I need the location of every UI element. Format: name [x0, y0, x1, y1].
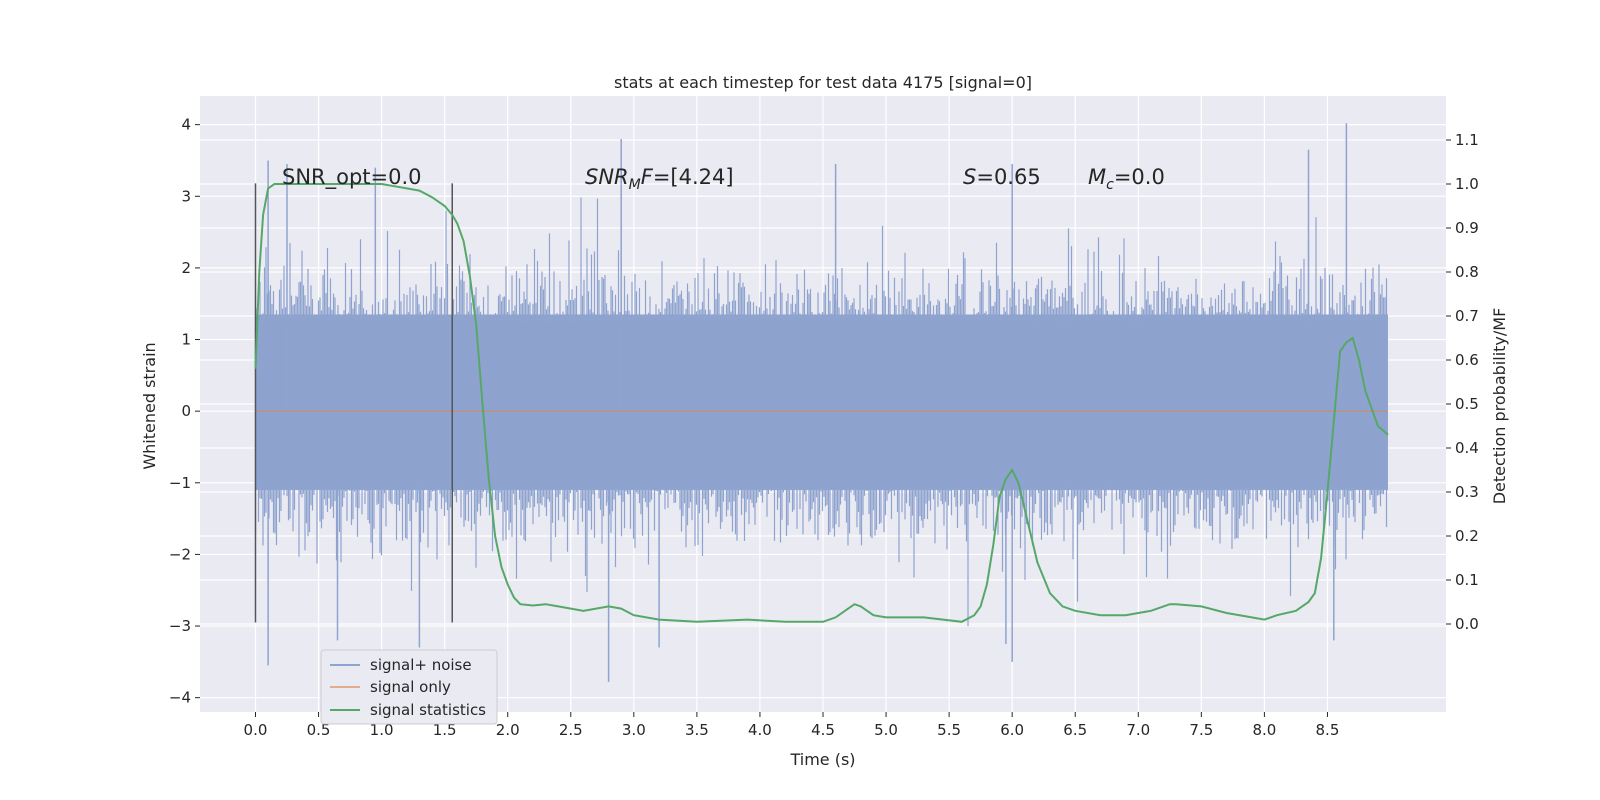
y-axis-left-label: Whitened strain: [140, 342, 159, 469]
annotation-snr-mf-sub: M: [629, 177, 641, 193]
legend-box: [320, 649, 498, 725]
legend-label-signal: signal only: [370, 678, 451, 696]
y-right-tick-label-0: 1.1: [1455, 131, 1479, 149]
x-tick-label-16: 8.0: [1252, 721, 1276, 739]
x-tick-label-1: 0.5: [307, 721, 331, 739]
annotation-snr-mf-prefix: SNR: [585, 165, 629, 189]
y-left-tick-label-7: −3: [169, 617, 191, 635]
y-right-tick-label-7: 0.4: [1455, 439, 1479, 457]
x-tick-label-2: 1.0: [370, 721, 394, 739]
x-tick-label-5: 2.5: [559, 721, 583, 739]
y-axis-right-label: Detection probability/MF: [1490, 308, 1509, 505]
x-tick-label-14: 7.0: [1126, 721, 1150, 739]
vertical-markers: [254, 183, 453, 623]
annotation-snr-mf-value: =[4.24]: [653, 165, 734, 189]
y-right-tick-label-8: 0.3: [1455, 483, 1479, 501]
y-right-tick-label-2: 0.9: [1455, 219, 1479, 237]
x-tick-label-12: 6.0: [1000, 721, 1024, 739]
y-left-tick-label-8: −4: [169, 689, 191, 707]
x-tick-label-11: 5.5: [937, 721, 961, 739]
noise-spikes: [267, 123, 1348, 682]
annotation-s: S=0.65: [963, 165, 1041, 189]
signal-statistics-series: [254, 183, 1389, 623]
y-right-tick-label-9: 0.2: [1455, 527, 1479, 545]
annotation-snr-mf: SNRMF=[4.24]: [585, 165, 734, 193]
y-left-tick-label-0: 4: [181, 116, 191, 134]
y-left-tick-label-3: 1: [181, 331, 191, 349]
annotation-mc-sub: c: [1106, 177, 1114, 193]
x-tick-label-17: 8.5: [1316, 721, 1340, 739]
y-right-tick-label-4: 0.7: [1455, 307, 1479, 325]
y-right-tick-label-3: 0.8: [1455, 263, 1479, 281]
y-right-tick-label-6: 0.5: [1455, 395, 1479, 413]
y-left-tick-label-1: 3: [181, 187, 191, 205]
legend-label-noise: signal+ noise: [370, 656, 472, 674]
x-tick-label-7: 3.5: [685, 721, 709, 739]
y-left-tick-label-5: −1: [169, 474, 191, 492]
y-left-tick-label-2: 2: [181, 259, 191, 277]
x-tick-label-15: 7.5: [1189, 721, 1213, 739]
axis-ticks: 0.0 0.5 1.0 1.5 2.0 2.5 3.0 3.5 4.0 4.5 5.0 5.5 6.0 6…: [169, 116, 1479, 739]
x-tick-label-10: 5.0: [874, 721, 898, 739]
annotation-s-value: =0.65: [976, 165, 1040, 189]
y-right-tick-label-5: 0.6: [1455, 351, 1479, 369]
x-tick-label-3: 1.5: [433, 721, 457, 739]
annotation-mc: Mc=0.0: [1088, 165, 1165, 193]
y-right-tick-label-11: 0.0: [1455, 615, 1479, 633]
annotation-s-label: S: [963, 165, 976, 189]
annotation-snr-opt: SNR_opt=0.0: [282, 165, 422, 190]
chart-title: stats at each timestep for test data 417…: [614, 73, 1032, 92]
x-tick-label-8: 4.0: [748, 721, 772, 739]
legend: signal+ noise signal only signal statist…: [320, 649, 498, 725]
x-tick-label-0: 0.0: [244, 721, 268, 739]
annotation-mc-value: =0.0: [1114, 165, 1165, 189]
y-left-tick-label-4: 0: [181, 402, 191, 420]
annotation-snr-mf-mid: F: [641, 165, 654, 189]
x-tick-label-9: 4.5: [811, 721, 835, 739]
x-axis-label: Time (s): [789, 750, 855, 769]
x-tick-label-13: 6.5: [1063, 721, 1087, 739]
annotation-mc-label: M: [1088, 165, 1106, 189]
x-tick-label-4: 2.0: [496, 721, 520, 739]
y-left-tick-label-6: −2: [169, 545, 191, 563]
y-right-tick-label-10: 0.1: [1455, 571, 1479, 589]
legend-label-stats: signal statistics: [370, 701, 486, 719]
y-right-tick-label-1: 1.0: [1455, 175, 1479, 193]
signal-statistics-line: [254, 183, 1389, 623]
x-tick-label-6: 3.0: [622, 721, 646, 739]
